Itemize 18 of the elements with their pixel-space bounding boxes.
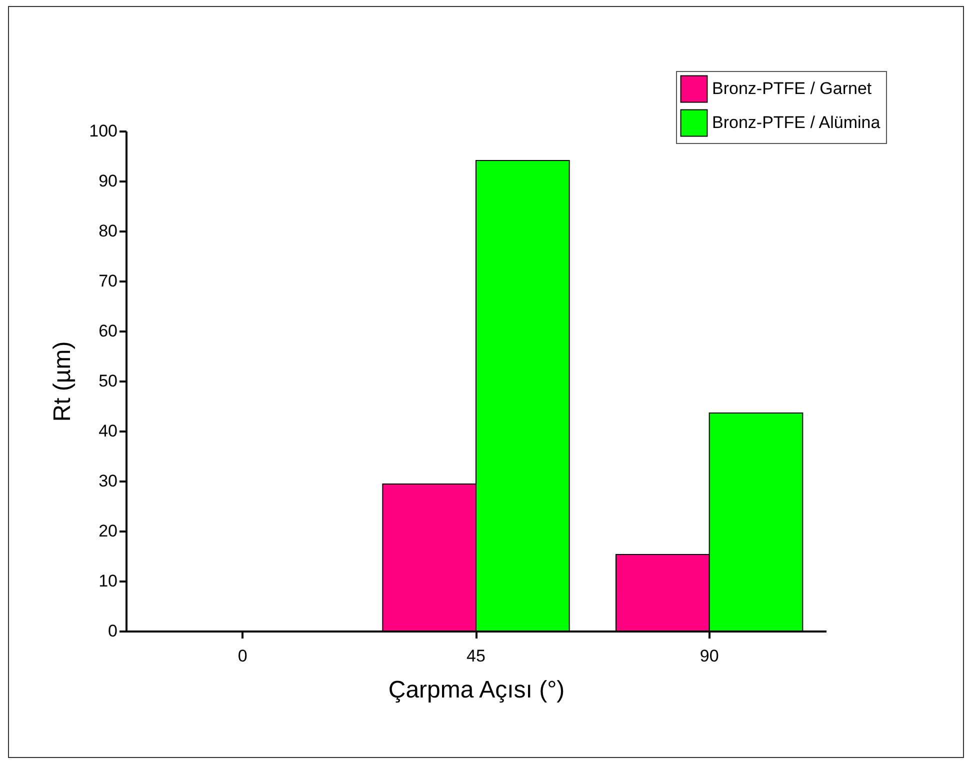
x-tick-label: 45 (466, 646, 486, 666)
y-tick-label: 30 (98, 472, 118, 490)
y-axis-title: Rt (µm) (49, 341, 76, 422)
y-tick-label: 20 (98, 522, 118, 540)
y-tick-label: 100 (89, 122, 118, 140)
x-axis-title: Çarpma Açısı (°) (388, 676, 565, 704)
y-tick-label: 60 (98, 322, 118, 340)
y-tick-label: 10 (98, 572, 118, 590)
legend-label: Bronz-PTFE / Garnet (712, 79, 872, 98)
y-tick-label: 90 (98, 172, 118, 190)
y-tick-label: 80 (98, 222, 118, 240)
y-tick-label: 40 (98, 422, 118, 440)
x-tick-label: 90 (700, 646, 719, 666)
x-tick-label: 0 (238, 646, 248, 666)
y-tick-label: 0 (108, 622, 118, 640)
y-tick-label: 70 (98, 272, 118, 290)
legend-label: Bronz-PTFE / Alümina (712, 113, 881, 132)
y-tick-label: 50 (98, 372, 118, 390)
